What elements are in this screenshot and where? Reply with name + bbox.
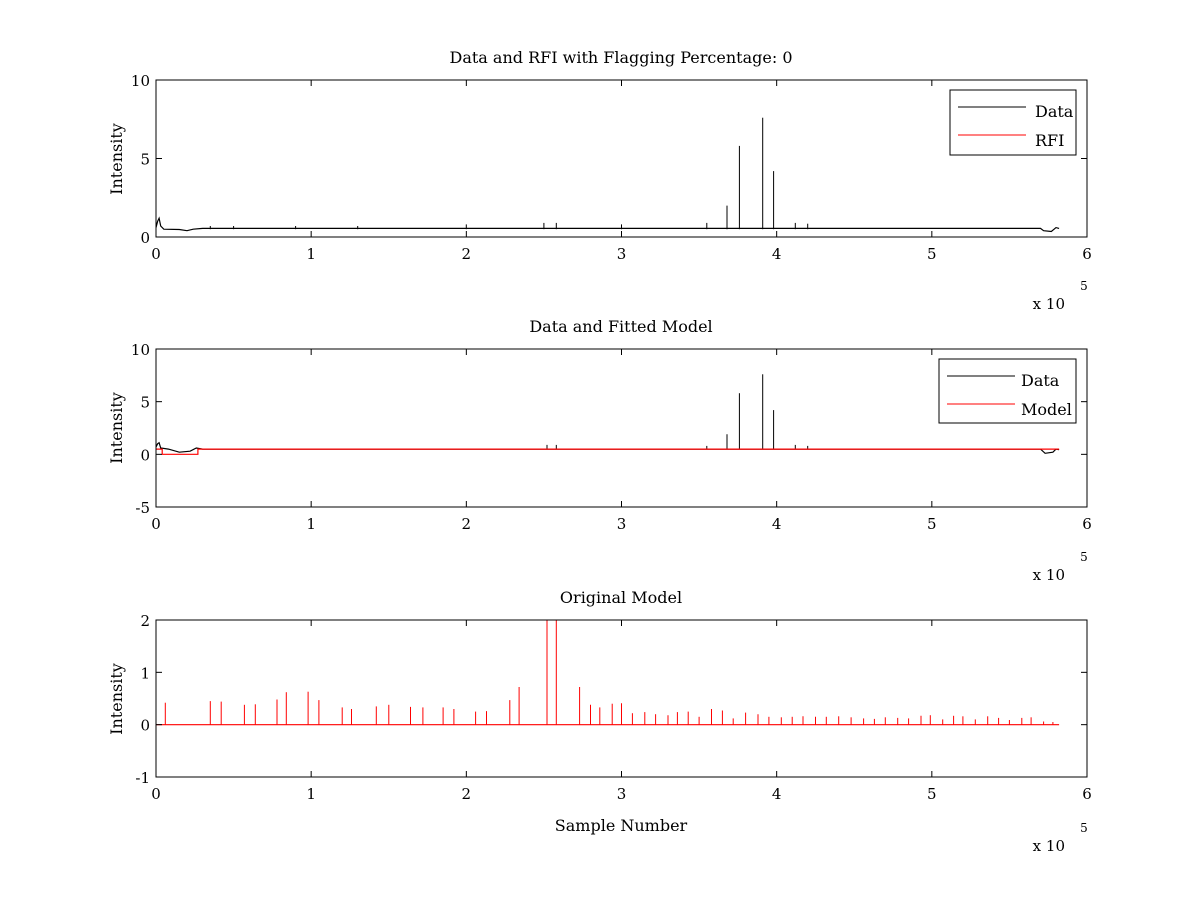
subplot-1-legend-box (949, 89, 1077, 156)
subplot-3-x-exponent-prefix: x 10 (1033, 837, 1065, 855)
subplot-3-ytick-label-1: 0 (140, 717, 150, 735)
subplot-1-xtick-label-2: 2 (462, 245, 472, 263)
subplot-1-ylabel: Intensity (107, 123, 126, 195)
subplot-1-plot-area (156, 117, 1060, 233)
subplot-2-series-model-line (156, 448, 1060, 455)
subplot-1-x-exponent-power: 5 (1080, 279, 1088, 293)
subplot-2-xtick-label-2: 2 (462, 515, 472, 533)
subplot-3-xtick-label-4: 4 (772, 785, 782, 803)
subplot-2-title: Data and Fitted Model (529, 317, 712, 336)
subplot-3-plot-area (156, 620, 1060, 726)
subplot-2-ylabel: Intensity (107, 392, 126, 464)
subplot-2-x-exponent-prefix: x 10 (1033, 566, 1065, 584)
subplot-3-ytick-label-0: -1 (135, 769, 150, 787)
subplot-3-title: Original Model (560, 588, 682, 607)
subplot-3: Original Model Intensity Sample Number x… (107, 588, 1088, 855)
subplot-1-legend: Data RFI (949, 89, 1077, 156)
subplot-1-ytick-label-0: 0 (140, 229, 150, 247)
subplot-3-xtick-label-3: 3 (617, 785, 627, 803)
subplot-3-ylabel: Intensity (107, 663, 126, 735)
subplot-1-xtick-label-0: 0 (151, 245, 161, 263)
subplot-1-xtick-label-4: 4 (772, 245, 782, 263)
subplot-1-xtick-label-3: 3 (617, 245, 627, 263)
subplot-2-ytick-label-2: 5 (140, 394, 150, 412)
subplot-2-legend-label-model: Model (1021, 400, 1072, 419)
subplot-1-title: Data and RFI with Flagging Percentage: 0 (449, 48, 792, 67)
subplot-2-xtick-label-1: 1 (306, 515, 316, 533)
subplot-2-xtick-label-0: 0 (151, 515, 161, 533)
subplot-3-xtick-label-1: 1 (306, 785, 316, 803)
subplot-1-legend-label-data: Data (1035, 102, 1074, 121)
subplot-3-xlabel: Sample Number (555, 816, 688, 835)
subplot-2-plot-area (156, 374, 1060, 455)
subplot-2-legend-box (938, 358, 1077, 424)
subplot-2-xtick-label-5: 5 (927, 515, 937, 533)
subplot-3-xtick-label-5: 5 (927, 785, 937, 803)
subplot-1-xtick-label-6: 6 (1082, 245, 1092, 263)
subplot-2-xtick-label-4: 4 (772, 515, 782, 533)
subplot-2-xtick-label-3: 3 (617, 515, 627, 533)
subplot-3-x-exponent-power: 5 (1080, 821, 1088, 835)
subplot-3-xtick-label-2: 2 (462, 785, 472, 803)
subplot-1: Data and RFI with Flagging Percentage: 0… (107, 48, 1088, 313)
subplot-3-ytick-label-2: 1 (140, 664, 150, 682)
subplot-3-xtick-label-6: 6 (1082, 785, 1092, 803)
subplot-1-x-exponent-prefix: x 10 (1033, 295, 1065, 313)
subplot-1-ytick-label-2: 10 (131, 72, 150, 90)
subplot-2-legend: Data Model (938, 358, 1077, 424)
subplot-1-legend-label-rfi: RFI (1035, 131, 1064, 150)
subplot-1-xtick-label-5: 5 (927, 245, 937, 263)
subplot-2-legend-label-data: Data (1021, 371, 1060, 390)
subplot-3-ytick-label-3: 2 (140, 612, 150, 630)
subplot-2-ytick-label-3: 10 (131, 341, 150, 359)
subplot-2-xtick-label-6: 6 (1082, 515, 1092, 533)
subplot-2: Data and Fitted Model Intensity x 10 5 (107, 317, 1088, 584)
subplot-2-ytick-label-0: -5 (135, 499, 150, 517)
subplot-1-ytick-label-1: 5 (140, 151, 150, 169)
subplot-3-xtick-label-0: 0 (151, 785, 161, 803)
subplot-2-x-exponent-power: 5 (1080, 550, 1088, 564)
subplot-2-ytick-label-1: 0 (140, 446, 150, 464)
subplot-2-series-data-line (156, 441, 1060, 454)
subplot-1-series-data-line (156, 216, 1060, 233)
subplot-1-xtick-label-1: 1 (306, 245, 316, 263)
